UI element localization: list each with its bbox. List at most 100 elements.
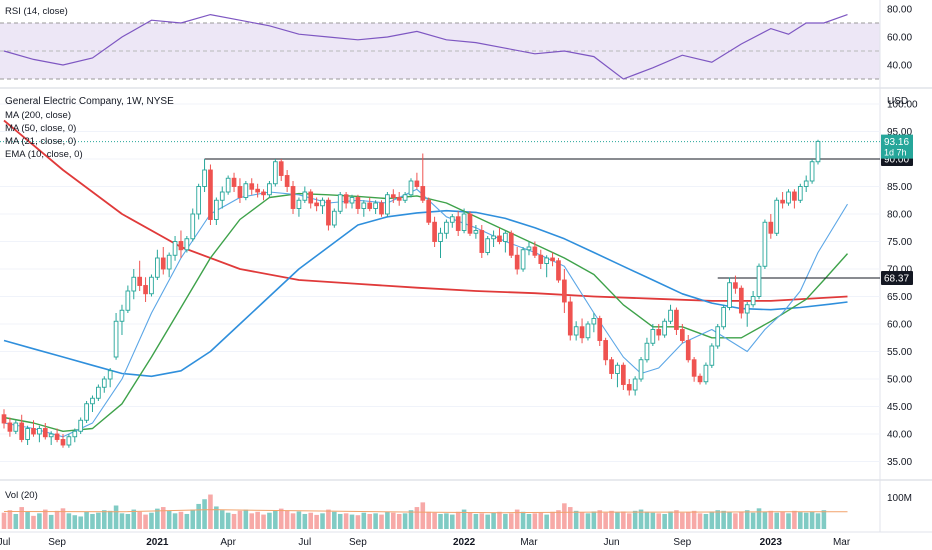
volume-bar xyxy=(420,502,426,529)
candle-body xyxy=(467,213,473,234)
candle-up xyxy=(302,186,308,203)
volume-bar xyxy=(190,509,196,529)
volume-bar xyxy=(101,510,107,529)
candle-up xyxy=(715,324,721,349)
candle-body xyxy=(60,439,66,446)
candle-up xyxy=(385,192,390,217)
price-tick-label: 65.00 xyxy=(887,292,912,303)
candle-body xyxy=(797,186,803,201)
candle-up xyxy=(184,236,190,253)
candle-body xyxy=(544,257,550,264)
candle-up xyxy=(84,401,89,423)
candle-down xyxy=(497,227,502,245)
volume-bar xyxy=(532,513,538,529)
candle-down xyxy=(255,183,260,198)
time-tick-label: Sep xyxy=(673,537,691,548)
candle-up xyxy=(131,269,137,300)
candle-body xyxy=(562,279,567,303)
candle-body xyxy=(432,221,437,242)
volume-bar xyxy=(786,513,791,529)
volume-bar xyxy=(703,513,709,529)
candle-body xyxy=(155,257,160,278)
candle-down xyxy=(367,197,373,212)
volume-bars xyxy=(1,494,827,529)
candle-body xyxy=(621,364,626,385)
volume-bar xyxy=(125,513,131,529)
candle-up xyxy=(196,183,201,220)
legend-ma21[interactable]: MA (21, close, 0) xyxy=(5,136,76,147)
rsi-band xyxy=(0,23,880,79)
candle-down xyxy=(603,337,608,366)
volume-bar xyxy=(326,509,331,529)
volume-bar xyxy=(396,513,402,529)
candle-body xyxy=(780,199,785,204)
candle-body xyxy=(361,202,367,209)
candle-up xyxy=(644,337,650,363)
time-tick-label: Jul xyxy=(298,537,311,548)
candle-body xyxy=(715,326,721,347)
candle-up xyxy=(809,159,815,184)
candle-body xyxy=(78,419,84,432)
volume-bar xyxy=(485,514,490,529)
volume-bar xyxy=(349,514,355,529)
legend-ma50[interactable]: MA (50, close, 0) xyxy=(5,123,76,134)
legend-ema10[interactable]: EMA (10, close, 0) xyxy=(5,149,83,160)
candle-body xyxy=(579,326,585,339)
candle-body xyxy=(225,177,231,193)
candle-body xyxy=(314,202,319,207)
legend-ma200[interactable]: MA (200, close) xyxy=(5,110,71,121)
candle-body xyxy=(449,216,455,223)
volume-bar xyxy=(697,513,703,529)
candle-body xyxy=(19,422,25,440)
level-tag-label: 90.00 xyxy=(884,155,909,166)
volume-bar xyxy=(685,512,691,529)
volume-bar xyxy=(355,515,361,529)
price-tick-label: 55.00 xyxy=(887,347,912,358)
volume-bar xyxy=(361,512,367,529)
candle-body xyxy=(426,199,432,223)
price-tick-label: 75.00 xyxy=(887,237,912,248)
candle-up xyxy=(632,376,638,396)
candle-body xyxy=(473,230,479,234)
volume-bar xyxy=(225,512,231,529)
volume-bar xyxy=(579,512,585,529)
volume-bar xyxy=(603,512,608,529)
horizontal-levels[interactable] xyxy=(204,158,880,279)
candle-up xyxy=(709,343,715,368)
price-tick-label: 35.00 xyxy=(887,457,912,468)
price-panel[interactable]: 100.00 95.00 90.00 85.00 80.00 75.00 70.00 65.0… xyxy=(0,96,918,468)
candle-up xyxy=(615,362,620,388)
volume-bar xyxy=(290,513,296,529)
volume-bar xyxy=(821,510,827,529)
volume-bar xyxy=(414,507,420,529)
volume-bar xyxy=(19,507,24,529)
volume-bar xyxy=(196,503,201,529)
volume-bar xyxy=(278,508,284,529)
candle-body xyxy=(214,199,219,220)
candle-up xyxy=(90,395,95,412)
candle-down xyxy=(379,200,384,217)
volume-bar xyxy=(243,509,249,529)
candle-up xyxy=(125,285,131,313)
candle-body xyxy=(237,186,243,198)
candle-body xyxy=(402,194,408,201)
volume-bar xyxy=(184,513,190,529)
volume-bar xyxy=(166,510,172,529)
candle-down xyxy=(19,414,25,443)
volume-bar xyxy=(615,512,620,529)
time-tick-label: 2021 xyxy=(146,537,169,548)
volume-panel[interactable]: Vol (20) 100M xyxy=(1,490,912,529)
time-tick-label: 2022 xyxy=(453,537,476,548)
candle-down xyxy=(231,172,237,192)
candle-body xyxy=(107,370,113,380)
volume-ma-line xyxy=(3,509,848,514)
candle-up xyxy=(78,417,84,434)
volume-bar xyxy=(632,510,638,529)
candle-down xyxy=(550,252,555,267)
candle-body xyxy=(709,345,715,366)
volume-bar xyxy=(473,513,479,529)
time-axis[interactable]: Jul Sep 2021 Apr Jul Sep 2022 Mar Jun Sep 2023 Mar xyxy=(0,537,851,548)
candle-body xyxy=(72,430,78,438)
price-tick-label: 45.00 xyxy=(887,402,912,413)
